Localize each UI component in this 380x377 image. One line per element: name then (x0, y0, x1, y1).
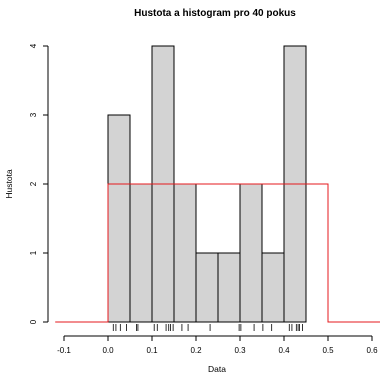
y-tick-label-3: 2 (29, 181, 38, 186)
x-tick-label-3: 0.1 (146, 346, 158, 355)
x-tick-label-4: 0.2 (190, 346, 202, 355)
histogram-bar-7 (239, 183, 263, 323)
histogram-bar-8 (261, 252, 285, 323)
x-tick-label-6: 0.4 (278, 346, 290, 355)
histogram-bar-5 (195, 252, 219, 323)
y-axis-label: Hustota (4, 169, 14, 199)
y-tick-label-4: 3 (29, 112, 38, 117)
histogram-bar-6 (217, 252, 241, 323)
y-tick-label-1: 0 (29, 319, 38, 324)
density-line (55, 183, 380, 323)
histogram-bar-1 (107, 114, 131, 323)
x-tick-label-7: 0.5 (322, 346, 334, 355)
histogram-bar-2 (129, 183, 153, 323)
y-tick-label-2: 1 (29, 250, 38, 255)
x-tick-label-8: 0.6 (366, 346, 378, 355)
rug-group (112, 324, 303, 331)
x-tick-label-5: 0.3 (234, 346, 246, 355)
density-group (55, 183, 380, 323)
y-axis: 0 1 2 3 4 (29, 43, 49, 324)
chart-title: Hustota a histogram pro 40 pokus (134, 8, 296, 19)
y-tick-label-5: 4 (29, 43, 38, 48)
x-tick-label-2: 0.0 (102, 346, 114, 355)
histogram-bar-4 (173, 183, 197, 323)
x-axis: -0.1 0.0 0.1 0.2 0.3 0.4 0.5 0.6 (57, 335, 378, 355)
x-tick-label-1: -0.1 (57, 346, 71, 355)
x-axis-label: Data (208, 364, 226, 374)
bars-group (107, 45, 307, 323)
